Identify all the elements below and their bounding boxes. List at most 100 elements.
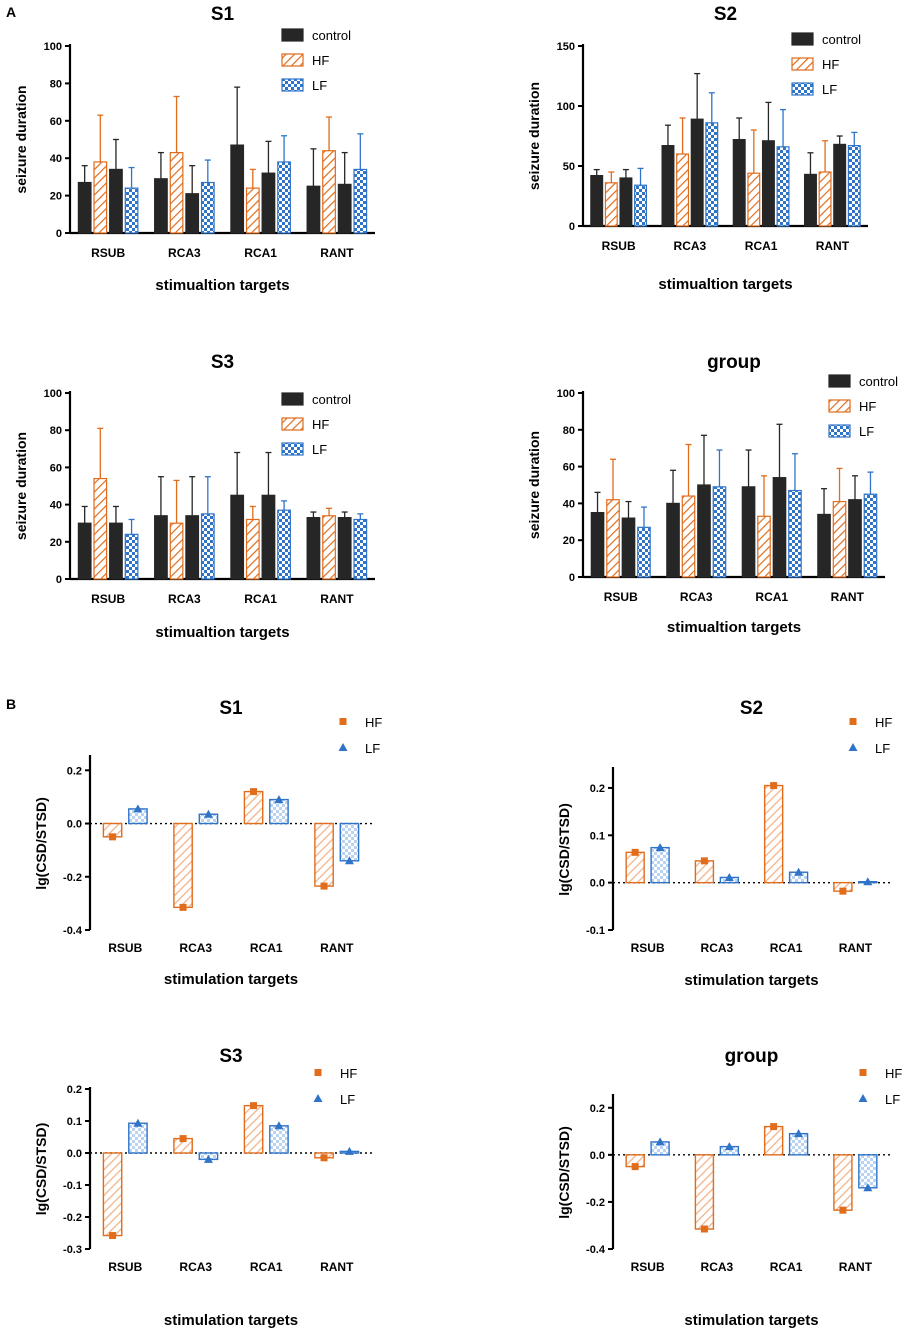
x-axis-label: stimualtion targets bbox=[658, 276, 792, 293]
y-tick-label: 100 bbox=[44, 388, 62, 400]
bar-control bbox=[772, 477, 787, 578]
legend-swatch-hf bbox=[791, 57, 814, 71]
x-tick-label: RCA1 bbox=[250, 1260, 283, 1274]
x-tick-label: RCA1 bbox=[770, 1260, 803, 1274]
bar-hf bbox=[757, 515, 771, 578]
bar-control bbox=[306, 517, 321, 580]
x-axis-label: stimualtion targets bbox=[155, 277, 289, 294]
bar-lf bbox=[200, 513, 215, 580]
y-tick-label: 60 bbox=[50, 462, 62, 474]
bar-hf bbox=[818, 171, 832, 227]
y-tick-label: 40 bbox=[50, 500, 62, 512]
x-axis-label: stimulation targets bbox=[684, 1312, 818, 1329]
legend-swatch-hf bbox=[281, 53, 304, 67]
bar-control bbox=[833, 143, 847, 227]
legend-label: HF bbox=[875, 715, 892, 730]
legend-label: HF bbox=[365, 715, 382, 730]
y-axis-label: lg(CSD/STSD) bbox=[33, 1123, 49, 1216]
y-tick-label: -0.3 bbox=[63, 1244, 82, 1256]
bar-control bbox=[230, 144, 245, 234]
y-tick-label: 20 bbox=[563, 535, 575, 547]
marker-lf bbox=[203, 809, 213, 818]
y-tick-label: 100 bbox=[44, 41, 62, 53]
marker-lf bbox=[133, 804, 143, 813]
legend-label: LF bbox=[340, 1092, 355, 1107]
bar-control bbox=[185, 193, 200, 234]
y-axis-label: lg(CSD/STSD) bbox=[556, 803, 572, 896]
bar-control bbox=[697, 484, 711, 578]
bar-lf bbox=[847, 145, 861, 227]
x-tick-label: RCA3 bbox=[701, 1260, 734, 1274]
x-tick-label: RSUB bbox=[631, 1260, 665, 1274]
x-axis-label: stimualtion targets bbox=[155, 624, 289, 641]
x-tick-label: RSUB bbox=[91, 592, 125, 606]
bar-lf bbox=[712, 486, 727, 578]
y-tick-label: 0.0 bbox=[590, 878, 605, 890]
marker-lf bbox=[724, 1142, 734, 1151]
bar-control bbox=[619, 177, 633, 227]
marker-hf bbox=[320, 882, 328, 890]
y-axis-label: seizure duration bbox=[526, 431, 542, 539]
bar-control bbox=[803, 173, 817, 227]
bar-control bbox=[590, 175, 604, 227]
legend-label: HF bbox=[340, 1066, 357, 1081]
marker-hf bbox=[250, 788, 258, 796]
y-tick-label: 40 bbox=[563, 498, 575, 510]
legend-label: HF bbox=[312, 53, 329, 68]
marker-hf bbox=[109, 1232, 117, 1240]
marker-hf bbox=[320, 1154, 328, 1162]
x-tick-label: RANT bbox=[839, 941, 873, 955]
marker-hf bbox=[631, 848, 639, 856]
marker-lf bbox=[133, 1118, 143, 1127]
marker-hf bbox=[770, 782, 778, 790]
x-tick-label: RCA3 bbox=[680, 590, 713, 604]
marker-lf bbox=[344, 1146, 354, 1155]
marker-lf bbox=[863, 877, 873, 886]
chart-title: S2 bbox=[740, 698, 763, 719]
bar-control bbox=[109, 168, 123, 234]
chart-title: S2 bbox=[714, 4, 737, 25]
bar-lf bbox=[858, 1154, 878, 1189]
legend-swatch-lf bbox=[281, 78, 304, 92]
legend-marker-lf bbox=[848, 743, 858, 751]
bar-chart-3: 0 20 40 60 80 100 seizure duration group stimual… bbox=[526, 352, 898, 636]
bar-hf bbox=[763, 1125, 784, 1156]
bar-control bbox=[77, 522, 92, 580]
x-axis-label: stimulation targets bbox=[164, 971, 298, 988]
bar-lf bbox=[339, 822, 360, 862]
chart-title: group bbox=[707, 352, 761, 373]
legend-marker-hf bbox=[849, 718, 857, 725]
y-tick-label: 0.2 bbox=[590, 1103, 605, 1115]
marker-chart-6: -0.3 -0.2 -0.1 0.0 0.1 0.2 lg(CSD/STSD) S3 stimu… bbox=[33, 1046, 372, 1329]
y-tick-label: 150 bbox=[557, 41, 575, 53]
panel-label-a: A bbox=[6, 4, 17, 20]
marker-hf bbox=[839, 887, 847, 895]
marker-lf bbox=[794, 1129, 804, 1138]
y-tick-label: -0.1 bbox=[586, 925, 605, 937]
legend-label: LF bbox=[312, 78, 327, 93]
bar-hf bbox=[243, 1104, 264, 1154]
x-tick-label: RCA3 bbox=[674, 239, 707, 253]
chart-title: S3 bbox=[211, 352, 234, 373]
bar-hf bbox=[322, 150, 336, 234]
marker-lf bbox=[655, 843, 665, 852]
bar-lf bbox=[776, 146, 790, 227]
bar-hf bbox=[245, 187, 260, 234]
marker-hf bbox=[179, 903, 187, 911]
y-tick-label: 0 bbox=[569, 221, 575, 233]
legend-label: control bbox=[312, 28, 351, 43]
bar-hf bbox=[314, 822, 334, 887]
x-tick-label: RANT bbox=[831, 590, 865, 604]
bar-hf bbox=[243, 790, 264, 825]
y-tick-label: 80 bbox=[50, 425, 62, 437]
bar-control bbox=[261, 494, 276, 580]
legend-label: HF bbox=[312, 417, 329, 432]
legend-marker-hf bbox=[314, 1069, 322, 1076]
x-axis-label: stimulation targets bbox=[684, 972, 818, 989]
marker-hf bbox=[770, 1123, 778, 1131]
x-tick-label: RCA1 bbox=[244, 246, 277, 260]
y-tick-label: 0 bbox=[56, 228, 62, 240]
marker-lf bbox=[274, 1121, 284, 1130]
y-axis-label: lg(CSD/STSD) bbox=[556, 1126, 572, 1219]
